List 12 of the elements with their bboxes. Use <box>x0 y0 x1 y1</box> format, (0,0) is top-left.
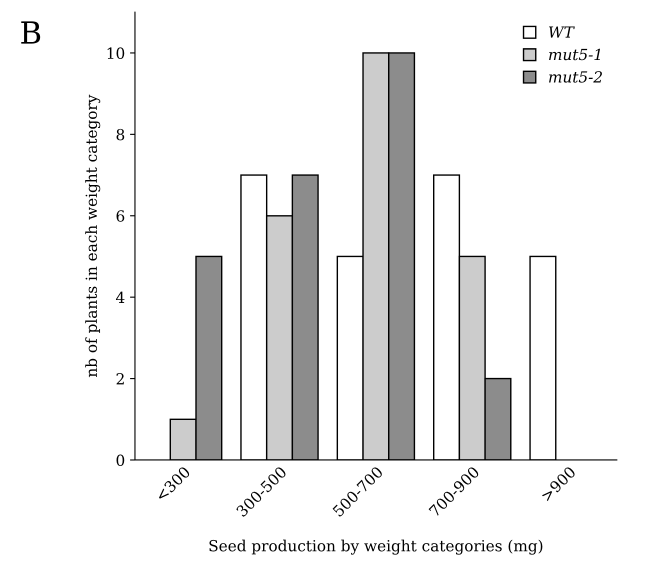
y-axis-title: nb of plants in each weight category <box>85 94 100 378</box>
y-tick-label: 0 <box>116 454 124 466</box>
legend-label: mut5-1 <box>549 48 600 60</box>
y-tick-label: 6 <box>116 210 124 222</box>
x-axis-title: Seed production by weight categories (mg) <box>209 540 542 555</box>
y-tick-label: 8 <box>116 128 124 140</box>
legend-label: mut5-2 <box>549 71 602 83</box>
y-tick-label: 2 <box>116 373 124 384</box>
y-tick-label: 4 <box>116 292 124 303</box>
y-tick-label: 10 <box>108 47 124 59</box>
legend-label: WT <box>548 26 575 38</box>
text: B <box>21 21 40 44</box>
